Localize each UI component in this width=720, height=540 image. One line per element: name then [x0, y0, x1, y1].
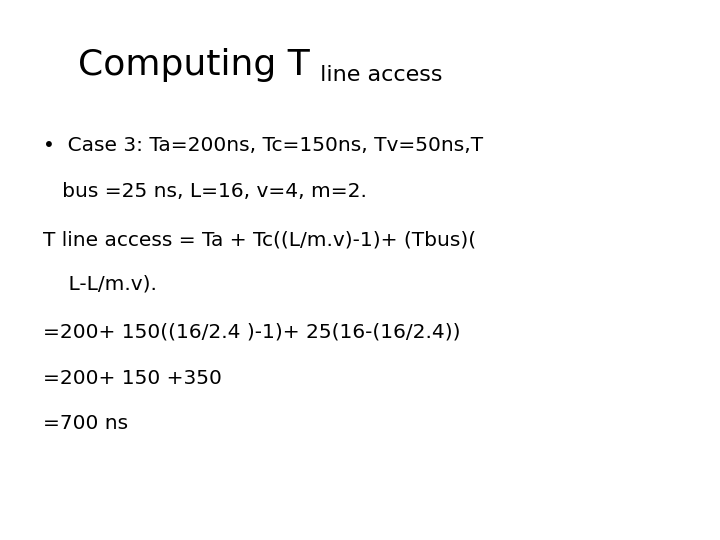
- Text: =200+ 150((16/2.4 )-1)+ 25(16-(16/2.4)): =200+ 150((16/2.4 )-1)+ 25(16-(16/2.4)): [43, 322, 461, 342]
- Text: Computing T: Computing T: [78, 48, 310, 82]
- Text: line access: line access: [313, 64, 443, 85]
- Text: =200+ 150 +350: =200+ 150 +350: [43, 368, 222, 388]
- Text: T line access = Ta + Tc((L/m.v)-1)+ (Tbus)(: T line access = Ta + Tc((L/m.v)-1)+ (Tbu…: [43, 231, 477, 250]
- Text: L-L/m.v).: L-L/m.v).: [43, 274, 157, 293]
- Text: bus =25 ns, L=16, v=4, m=2.: bus =25 ns, L=16, v=4, m=2.: [43, 182, 367, 201]
- Text: •  Case 3: Ta=200ns, Tc=150ns, Tv=50ns,T: • Case 3: Ta=200ns, Tc=150ns, Tv=50ns,T: [43, 136, 483, 156]
- Text: =700 ns: =700 ns: [43, 414, 128, 434]
